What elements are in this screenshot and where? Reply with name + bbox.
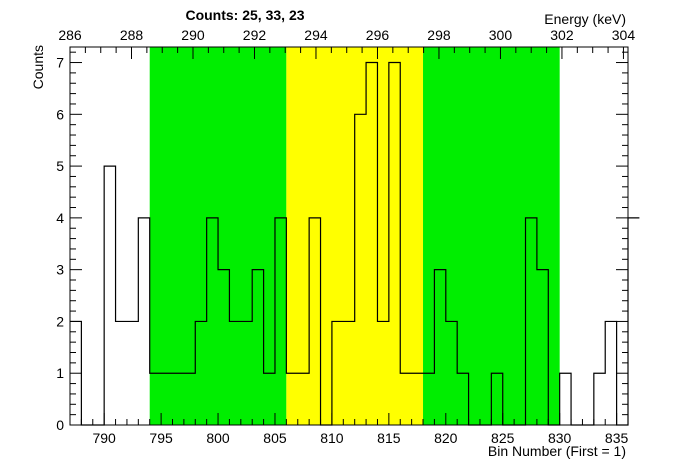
- plot-frame: [69, 46, 629, 426]
- y-axis-label: Counts: [30, 45, 46, 89]
- histogram-outline: [70, 61, 640, 426]
- x-tick-label: 835: [605, 430, 629, 446]
- histogram-series: [70, 61, 640, 426]
- x-axis-label: Bin Number (First = 1): [488, 443, 626, 459]
- y-tick-label: 5: [56, 158, 64, 174]
- region-band-2: [423, 47, 560, 425]
- y-tick-label: 7: [56, 55, 64, 71]
- y-tick-label: 0: [56, 417, 64, 433]
- histogram-bin: [116, 321, 127, 425]
- top-tick-label: 286: [58, 27, 82, 43]
- y-tick-label: 1: [56, 365, 64, 381]
- top-tick-label: 294: [304, 27, 328, 43]
- histogram-bin: [560, 373, 571, 425]
- x-tick-label: 820: [434, 430, 458, 446]
- x-tick-label: 795: [149, 430, 173, 446]
- axes-box: [69, 46, 629, 426]
- x-tick-label: 810: [320, 430, 344, 446]
- top-tick-label: 302: [550, 27, 574, 43]
- top-tick-label: 296: [366, 27, 390, 43]
- histogram-bin: [594, 373, 605, 425]
- top-tick-label: 292: [243, 27, 267, 43]
- top-tick-label: 298: [427, 27, 451, 43]
- x-tick-label: 830: [548, 430, 572, 446]
- x-tick-label: 790: [92, 430, 116, 446]
- x-tick-label: 825: [491, 430, 515, 446]
- histogram-bin: [104, 166, 115, 425]
- y-tick-label: 3: [56, 262, 64, 278]
- chart-title: Counts: 25, 33, 23: [185, 7, 304, 23]
- top-axis-label: Energy (keV): [544, 11, 626, 27]
- x-tick-label: 805: [263, 430, 287, 446]
- y-tick-label: 6: [56, 106, 64, 122]
- histogram-bin: [138, 218, 149, 425]
- top-tick-label: 304: [612, 27, 636, 43]
- top-tick-label: 288: [120, 27, 144, 43]
- top-tick-label: 300: [489, 27, 513, 43]
- histogram-bin: [605, 321, 616, 425]
- y-tick-label: 4: [56, 210, 64, 226]
- histogram-bin: [628, 218, 639, 425]
- x-tick-label: 800: [206, 430, 230, 446]
- x-tick-label: 815: [377, 430, 401, 446]
- histogram-bin: [127, 321, 138, 425]
- top-tick-label: 290: [181, 27, 205, 43]
- axis-ticks: 790 795 800 805 810 815 820 825 830 835 0 1 2 3 4 5 6 7 28…: [56, 27, 635, 446]
- y-tick-label: 2: [56, 313, 64, 329]
